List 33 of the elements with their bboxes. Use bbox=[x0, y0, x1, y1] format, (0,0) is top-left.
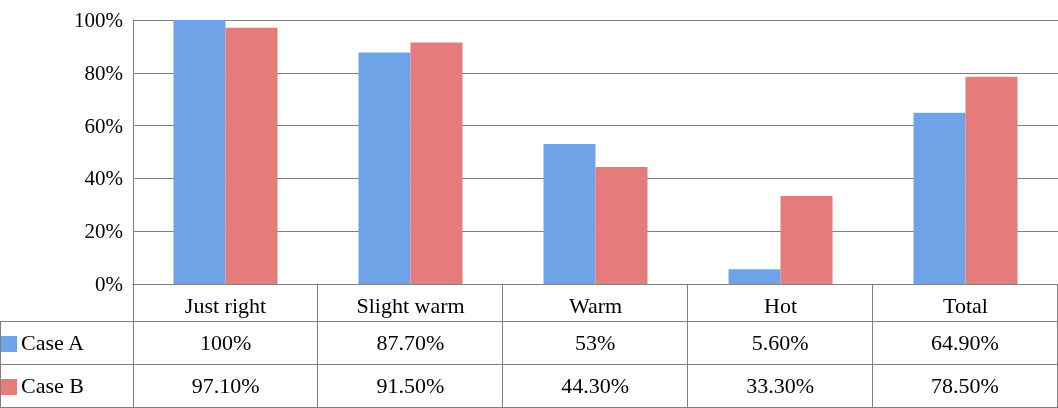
legend-label: Case A bbox=[0, 321, 134, 364]
x-tick-label: Just right bbox=[184, 292, 267, 318]
x-tick-label: Warm bbox=[568, 292, 623, 318]
bar bbox=[595, 167, 648, 284]
data-label: 87.70% bbox=[317, 321, 503, 364]
x-tick-label: Hot bbox=[764, 292, 797, 318]
y-tick-label: 20% bbox=[84, 219, 123, 244]
y-tick-label: 40% bbox=[84, 166, 123, 191]
y-tick-label: 100% bbox=[74, 8, 123, 32]
data-label: 33.30% bbox=[687, 364, 873, 407]
bar bbox=[358, 52, 411, 284]
data-label: 91.50% bbox=[317, 364, 503, 407]
x-tick-label: Total bbox=[943, 292, 988, 318]
bar bbox=[780, 196, 833, 284]
legend-label: Case B bbox=[0, 364, 134, 407]
bar bbox=[913, 112, 966, 284]
bar bbox=[173, 20, 226, 284]
x-tick-label: Slight warm bbox=[356, 292, 465, 318]
bar bbox=[965, 76, 1018, 284]
bar bbox=[728, 269, 781, 284]
data-label: 97.10% bbox=[133, 364, 318, 407]
y-tick-label: 60% bbox=[84, 113, 123, 138]
data-label: 44.30% bbox=[502, 364, 688, 407]
bar bbox=[543, 144, 596, 284]
bar bbox=[410, 42, 463, 284]
data-label: 53% bbox=[502, 321, 688, 364]
data-label: 5.60% bbox=[687, 321, 873, 364]
data-label: 78.50% bbox=[872, 364, 1058, 407]
data-label: 64.90% bbox=[872, 321, 1058, 364]
y-tick-label: 80% bbox=[84, 60, 123, 85]
bar bbox=[225, 27, 278, 284]
y-tick-label: 0% bbox=[95, 272, 123, 296]
data-label: 100% bbox=[133, 321, 318, 364]
